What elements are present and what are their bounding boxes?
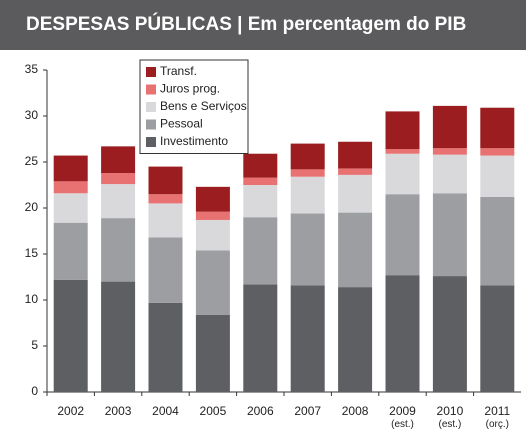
bar-segment: [290, 169, 325, 177]
bar-segment: [432, 193, 467, 277]
bar-segment: [101, 218, 136, 282]
y-tick-label: 25: [25, 154, 39, 168]
bar-segment: [432, 154, 467, 194]
y-tick-label: 20: [25, 200, 39, 214]
x-tick-label: 2006: [247, 404, 274, 418]
x-tick-line: (est.): [391, 419, 414, 430]
bar-segment: [480, 285, 515, 392]
x-tick-label: 2011 (orç.): [484, 404, 510, 429]
bar-segment: [385, 275, 420, 392]
legend-swatch: [146, 119, 156, 130]
bar-segment: [432, 276, 467, 392]
bar-segment: [148, 302, 183, 392]
bar-segment: [290, 213, 325, 286]
x-tick-line: (est.): [439, 419, 462, 430]
y-tick-label: 15: [25, 246, 39, 260]
bar-segment: [338, 212, 373, 288]
legend-label: Bens e Serviços: [160, 99, 247, 113]
bar-segment: [385, 111, 420, 150]
bar-segment: [385, 194, 420, 276]
x-tick-label: 2007: [294, 404, 321, 418]
bar-segment: [243, 177, 278, 185]
bar-segment: [148, 194, 183, 204]
bar-segment: [148, 203, 183, 238]
legend-label: Transf.: [160, 64, 197, 78]
bar-segment: [195, 211, 230, 220]
bar-segment: [243, 185, 278, 218]
legend-label: Investimento: [160, 134, 228, 148]
legend-box: [139, 59, 249, 154]
bar-segment: [53, 181, 88, 194]
bar-segment: [338, 174, 373, 213]
bar-segment: [243, 284, 278, 392]
bar-segment: [290, 176, 325, 214]
bar-segment: [53, 193, 88, 223]
bar-segment: [53, 155, 88, 182]
bar-segment: [148, 237, 183, 303]
bar-segment: [53, 279, 88, 392]
bar-segment: [338, 168, 373, 175]
legend-swatch: [146, 84, 156, 95]
x-tick-label: 2010 (est.): [437, 404, 464, 429]
x-tick-line: 2011: [484, 404, 510, 418]
bar-segment: [480, 107, 515, 149]
legend-label: Juros prog.: [160, 82, 220, 96]
x-tick-line: 2009: [389, 404, 416, 418]
bar-segment: [338, 141, 373, 169]
x-tick-label: 2003: [105, 404, 132, 418]
y-tick-label: 0: [31, 384, 38, 398]
bar-segment: [101, 184, 136, 219]
bar-segment: [101, 281, 136, 392]
bar-segment: [195, 186, 230, 212]
legend-label: Pessoal: [160, 117, 203, 131]
bar-segment: [195, 314, 230, 392]
bar-segment: [432, 148, 467, 155]
y-tick-label: 30: [25, 108, 39, 122]
bar-segment: [338, 287, 373, 392]
x-tick-label: 2004: [152, 404, 179, 418]
bar-segment: [195, 219, 230, 251]
x-tick-label: 2008: [342, 404, 369, 418]
bar-segment: [195, 250, 230, 315]
bar-segment: [243, 153, 278, 178]
x-tick-line: (orç.): [486, 419, 509, 430]
x-tick-label: 2002: [57, 404, 84, 418]
bar-segment: [53, 222, 88, 280]
chart-title: DESPESAS PÚBLICAS | Em percentagem do PI…: [0, 0, 526, 50]
y-tick-label: 35: [25, 62, 39, 76]
x-tick-label: 2009 (est.): [389, 404, 416, 429]
bar-segment: [385, 153, 420, 195]
y-tick-label: 10: [25, 292, 39, 306]
bar-segment: [290, 285, 325, 392]
bar-segment: [432, 105, 467, 149]
x-tick-label: 2005: [200, 404, 227, 418]
bar-segment: [101, 146, 136, 174]
bar-segment: [480, 196, 515, 286]
legend-swatch: [146, 102, 156, 112]
bar-segment: [385, 149, 420, 154]
x-tick-line: 2010: [437, 404, 464, 418]
bar-segment: [148, 166, 183, 195]
bar-segment: [101, 173, 136, 185]
bar-segment: [243, 217, 278, 285]
y-tick-label: 5: [31, 338, 38, 352]
bar-segment: [290, 143, 325, 170]
legend-swatch: [146, 137, 156, 147]
bar-segment: [480, 155, 515, 197]
legend-swatch: [146, 67, 156, 77]
bar-segment: [480, 148, 515, 156]
